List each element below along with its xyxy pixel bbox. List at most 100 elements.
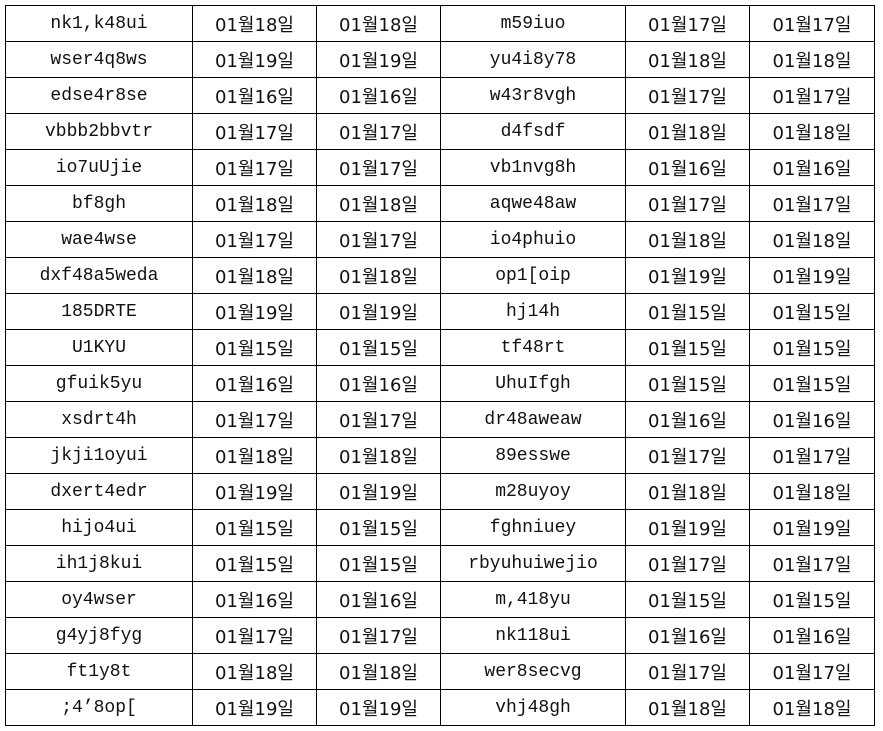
cell-date-a1[interactable]: 01월15일 <box>192 545 317 582</box>
cell-date-b2[interactable]: 01월18일 <box>749 113 875 150</box>
cell-date-b1[interactable]: 01월16일 <box>625 401 750 438</box>
cell-date-a2[interactable]: 01월15일 <box>316 509 441 546</box>
cell-date-a1[interactable]: 01월17일 <box>192 401 317 438</box>
cell-date-a1[interactable]: 01월15일 <box>192 329 317 366</box>
cell-date-b2[interactable]: 01월17일 <box>749 545 875 582</box>
cell-date-a2[interactable]: 01월18일 <box>316 257 441 294</box>
cell-date-b1[interactable]: 01월17일 <box>625 77 750 114</box>
cell-date-a1[interactable]: 01월16일 <box>192 365 317 402</box>
cell-code-b[interactable]: rbyuhuiwejio <box>440 545 626 582</box>
cell-code-b[interactable]: op1[oip <box>440 257 626 294</box>
cell-code-a[interactable]: dxert4edr <box>5 473 193 510</box>
cell-date-b2[interactable]: 01월18일 <box>749 221 875 258</box>
cell-date-a2[interactable]: 01월19일 <box>316 293 441 330</box>
cell-date-b2[interactable]: 01월16일 <box>749 617 875 654</box>
cell-code-a[interactable]: edse4r8se <box>5 77 193 114</box>
cell-date-a1[interactable]: 01월18일 <box>192 437 317 474</box>
cell-code-b[interactable]: m28uyoy <box>440 473 626 510</box>
cell-date-b2[interactable]: 01월18일 <box>749 41 875 78</box>
cell-code-b[interactable]: dr48aweaw <box>440 401 626 438</box>
cell-date-b2[interactable]: 01월16일 <box>749 401 875 438</box>
cell-code-b[interactable]: w43r8vgh <box>440 77 626 114</box>
cell-date-a1[interactable]: 01월16일 <box>192 581 317 618</box>
cell-date-b2[interactable]: 01월15일 <box>749 329 875 366</box>
cell-date-a1[interactable]: 01월17일 <box>192 617 317 654</box>
cell-code-b[interactable]: UhuIfgh <box>440 365 626 402</box>
cell-date-b1[interactable]: 01월17일 <box>625 437 750 474</box>
cell-date-a1[interactable]: 01월19일 <box>192 41 317 78</box>
cell-date-a1[interactable]: 01월17일 <box>192 113 317 150</box>
cell-date-b1[interactable]: 01월19일 <box>625 257 750 294</box>
cell-code-a[interactable]: ;4’8op[ <box>5 689 193 726</box>
cell-date-b1[interactable]: 01월17일 <box>625 5 750 42</box>
cell-date-b2[interactable]: 01월17일 <box>749 185 875 222</box>
cell-date-a1[interactable]: 01월18일 <box>192 5 317 42</box>
cell-code-a[interactable]: io7uUjie <box>5 149 193 186</box>
cell-date-a2[interactable]: 01월19일 <box>316 41 441 78</box>
cell-date-a2[interactable]: 01월18일 <box>316 437 441 474</box>
cell-date-a1[interactable]: 01월17일 <box>192 221 317 258</box>
cell-date-b1[interactable]: 01월17일 <box>625 653 750 690</box>
cell-date-b1[interactable]: 01월18일 <box>625 113 750 150</box>
cell-code-a[interactable]: hijo4ui <box>5 509 193 546</box>
cell-date-a2[interactable]: 01월19일 <box>316 473 441 510</box>
cell-code-b[interactable]: vb1nvg8h <box>440 149 626 186</box>
cell-date-b2[interactable]: 01월15일 <box>749 581 875 618</box>
cell-code-b[interactable]: m,418yu <box>440 581 626 618</box>
cell-date-b2[interactable]: 01월15일 <box>749 365 875 402</box>
cell-date-b2[interactable]: 01월19일 <box>749 509 875 546</box>
cell-code-a[interactable]: oy4wser <box>5 581 193 618</box>
cell-date-b1[interactable]: 01월15일 <box>625 329 750 366</box>
cell-date-b2[interactable]: 01월17일 <box>749 5 875 42</box>
cell-date-a2[interactable]: 01월17일 <box>316 221 441 258</box>
cell-code-a[interactable]: xsdrt4h <box>5 401 193 438</box>
cell-date-a1[interactable]: 01월18일 <box>192 257 317 294</box>
cell-date-b1[interactable]: 01월15일 <box>625 293 750 330</box>
cell-code-b[interactable]: tf48rt <box>440 329 626 366</box>
cell-code-a[interactable]: ih1j8kui <box>5 545 193 582</box>
cell-code-b[interactable]: fghniuey <box>440 509 626 546</box>
cell-code-b[interactable]: vhj48gh <box>440 689 626 726</box>
cell-date-a2[interactable]: 01월18일 <box>316 185 441 222</box>
cell-code-b[interactable]: 89esswe <box>440 437 626 474</box>
cell-code-a[interactable]: U1KYU <box>5 329 193 366</box>
cell-code-a[interactable]: nk1,k48ui <box>5 5 193 42</box>
cell-code-a[interactable]: dxf48a5weda <box>5 257 193 294</box>
cell-date-a2[interactable]: 01월18일 <box>316 653 441 690</box>
cell-code-b[interactable]: hj14h <box>440 293 626 330</box>
cell-date-b2[interactable]: 01월17일 <box>749 437 875 474</box>
cell-date-b1[interactable]: 01월16일 <box>625 149 750 186</box>
cell-date-a1[interactable]: 01월19일 <box>192 293 317 330</box>
cell-code-a[interactable]: vbbb2bbvtr <box>5 113 193 150</box>
cell-date-b2[interactable]: 01월15일 <box>749 293 875 330</box>
cell-date-b2[interactable]: 01월19일 <box>749 257 875 294</box>
cell-date-b1[interactable]: 01월17일 <box>625 185 750 222</box>
cell-date-b2[interactable]: 01월16일 <box>749 149 875 186</box>
cell-date-a2[interactable]: 01월15일 <box>316 329 441 366</box>
cell-date-a1[interactable]: 01월19일 <box>192 689 317 726</box>
cell-date-a2[interactable]: 01월17일 <box>316 401 441 438</box>
cell-date-a2[interactable]: 01월16일 <box>316 77 441 114</box>
cell-date-a2[interactable]: 01월17일 <box>316 113 441 150</box>
cell-date-b1[interactable]: 01월18일 <box>625 689 750 726</box>
cell-date-a1[interactable]: 01월19일 <box>192 473 317 510</box>
cell-code-a[interactable]: bf8gh <box>5 185 193 222</box>
cell-date-b2[interactable]: 01월17일 <box>749 77 875 114</box>
cell-code-a[interactable]: ft1y8t <box>5 653 193 690</box>
cell-date-a2[interactable]: 01월19일 <box>316 689 441 726</box>
cell-date-a2[interactable]: 01월17일 <box>316 617 441 654</box>
cell-date-a1[interactable]: 01월15일 <box>192 509 317 546</box>
cell-code-b[interactable]: aqwe48aw <box>440 185 626 222</box>
cell-date-a1[interactable]: 01월18일 <box>192 653 317 690</box>
cell-date-b1[interactable]: 01월18일 <box>625 473 750 510</box>
cell-date-b1[interactable]: 01월16일 <box>625 617 750 654</box>
cell-date-a2[interactable]: 01월18일 <box>316 5 441 42</box>
cell-date-b2[interactable]: 01월18일 <box>749 689 875 726</box>
cell-date-b1[interactable]: 01월18일 <box>625 221 750 258</box>
cell-date-b2[interactable]: 01월17일 <box>749 653 875 690</box>
cell-code-a[interactable]: jkji1oyui <box>5 437 193 474</box>
cell-code-b[interactable]: m59iuo <box>440 5 626 42</box>
cell-date-a1[interactable]: 01월18일 <box>192 185 317 222</box>
cell-code-b[interactable]: d4fsdf <box>440 113 626 150</box>
cell-date-b1[interactable]: 01월18일 <box>625 41 750 78</box>
